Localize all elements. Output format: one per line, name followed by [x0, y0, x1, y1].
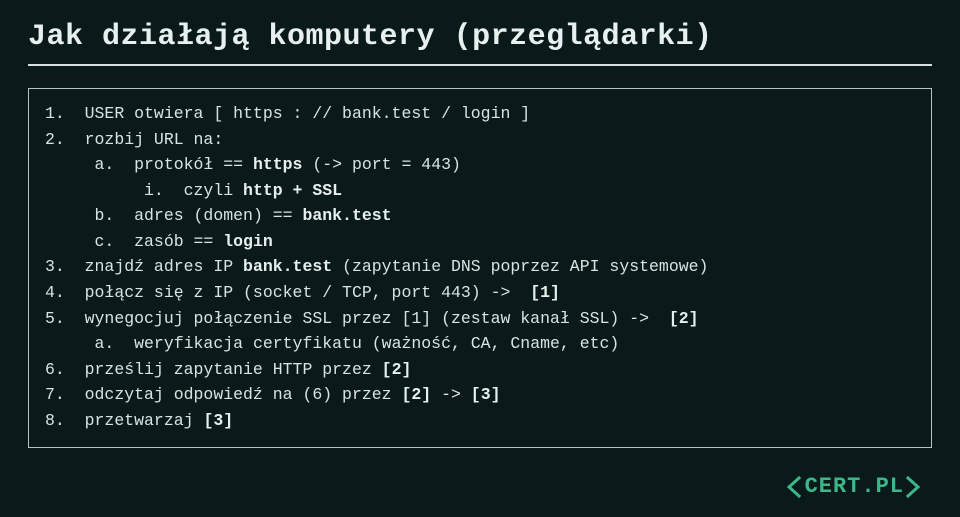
bold-run: [3]: [203, 411, 233, 430]
line-marker: 4.: [45, 283, 85, 302]
content-line: a. weryfikacja certyfikatu (ważność, CA,…: [45, 331, 915, 357]
bold-run: [3]: [471, 385, 501, 404]
logo-text: CERT.PL: [805, 474, 904, 499]
content-line: 5. wynegocjuj połączenie SSL przez [1] (…: [45, 306, 915, 332]
bold-run: [2]: [401, 385, 431, 404]
text-run: rozbij URL na:: [85, 130, 224, 149]
bold-run: bank.test: [302, 206, 391, 225]
bold-run: http + SSL: [243, 181, 342, 200]
content-box: 1. USER otwiera [ https : // bank.test /…: [28, 88, 932, 448]
chevron-right-icon: [904, 476, 922, 498]
content-line: 2. rozbij URL na:: [45, 127, 915, 153]
line-marker: a.: [45, 334, 134, 353]
text-run: (zapytanie DNS poprzez API systemowe): [332, 257, 708, 276]
text-run: przetwarzaj: [85, 411, 204, 430]
content-line: i. czyli http + SSL: [45, 178, 915, 204]
content-line: 8. przetwarzaj [3]: [45, 408, 915, 434]
line-marker: 1.: [45, 104, 85, 123]
line-marker: 7.: [45, 385, 85, 404]
line-marker: 2.: [45, 130, 85, 149]
content-line: 1. USER otwiera [ https : // bank.test /…: [45, 101, 915, 127]
chevron-left-icon: [785, 476, 803, 498]
content-line: 4. połącz się z IP (socket / TCP, port 4…: [45, 280, 915, 306]
text-run: prześlij zapytanie HTTP przez: [85, 360, 382, 379]
text-run: znajdź adres IP: [85, 257, 243, 276]
content-line: c. zasób == login: [45, 229, 915, 255]
text-run: połącz się z IP (socket / TCP, port 443)…: [85, 283, 531, 302]
text-run: wynegocjuj połączenie SSL przez [1] (zes…: [85, 309, 669, 328]
content-line: 6. prześlij zapytanie HTTP przez [2]: [45, 357, 915, 383]
bold-run: [2]: [669, 309, 699, 328]
line-marker: 5.: [45, 309, 85, 328]
content-line: 7. odczytaj odpowiedź na (6) przez [2] -…: [45, 382, 915, 408]
content-line: a. protokół == https (-> port = 443): [45, 152, 915, 178]
line-marker: 8.: [45, 411, 85, 430]
bold-run: [2]: [382, 360, 412, 379]
bold-run: https: [253, 155, 303, 174]
line-marker: 6.: [45, 360, 85, 379]
line-marker: c.: [45, 232, 134, 251]
text-run: (-> port = 443): [302, 155, 460, 174]
bold-run: [1]: [530, 283, 560, 302]
text-run: czyli: [184, 181, 243, 200]
text-run: zasób ==: [134, 232, 223, 251]
content-line: 3. znajdź adres IP bank.test (zapytanie …: [45, 254, 915, 280]
bold-run: bank.test: [243, 257, 332, 276]
bold-run: login: [223, 232, 273, 251]
line-marker: i.: [45, 181, 184, 200]
content-line: b. adres (domen) == bank.test: [45, 203, 915, 229]
text-run: odczytaj odpowiedź na (6) przez: [85, 385, 402, 404]
text-run: ->: [431, 385, 471, 404]
line-marker: b.: [45, 206, 134, 225]
text-run: adres (domen) ==: [134, 206, 302, 225]
line-marker: a.: [45, 155, 134, 174]
slide: Jak działają komputery (przeglądarki) 1.…: [0, 0, 960, 517]
text-run: weryfikacja certyfikatu (ważność, CA, Cn…: [134, 334, 619, 353]
slide-title: Jak działają komputery (przeglądarki): [28, 20, 932, 66]
line-marker: 3.: [45, 257, 85, 276]
text-run: USER otwiera [ https : // bank.test / lo…: [85, 104, 531, 123]
text-run: protokół ==: [134, 155, 253, 174]
cert-logo: CERT.PL: [785, 474, 924, 499]
